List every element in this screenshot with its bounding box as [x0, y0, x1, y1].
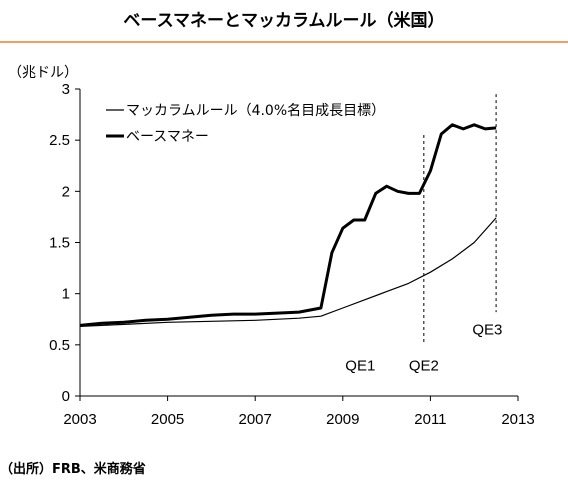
source-note: （出所）FRB、米商務省	[0, 462, 146, 477]
y-tick-label: 2	[62, 183, 70, 200]
y-tick-label: 1	[62, 286, 70, 303]
x-tick-label: 2003	[63, 411, 96, 428]
legend-label: マッカラムルール（4.0%名目成長目標）	[126, 103, 385, 119]
x-tick-label: 2005	[151, 411, 184, 428]
y-axis-unit-label: （兆ドル）	[8, 65, 78, 81]
qe-annotation-label: QE1	[345, 357, 375, 374]
x-tick-label: 2011	[414, 411, 446, 428]
y-tick-label: 0.5	[49, 337, 70, 354]
x-tick-label: 2013	[501, 411, 534, 428]
y-tick-label: 2.5	[49, 132, 70, 149]
series-line-base-money	[79, 123, 497, 327]
y-tick-label: 3	[62, 81, 70, 98]
chart-title: ベースマネーとマッカラムルール（米国）	[123, 11, 445, 31]
series-line-mccallum-rule	[79, 217, 497, 327]
qe-annotation-label: QE3	[472, 321, 502, 338]
y-tick-label: 0	[62, 388, 70, 405]
title-underline	[0, 41, 568, 43]
x-tick-label: 2007	[239, 411, 272, 428]
x-tick-label: 2009	[326, 411, 359, 428]
y-tick-label: 1.5	[49, 235, 70, 252]
qe-annotation-label: QE2	[409, 357, 439, 374]
legend-label: ベースマネー	[126, 129, 209, 145]
